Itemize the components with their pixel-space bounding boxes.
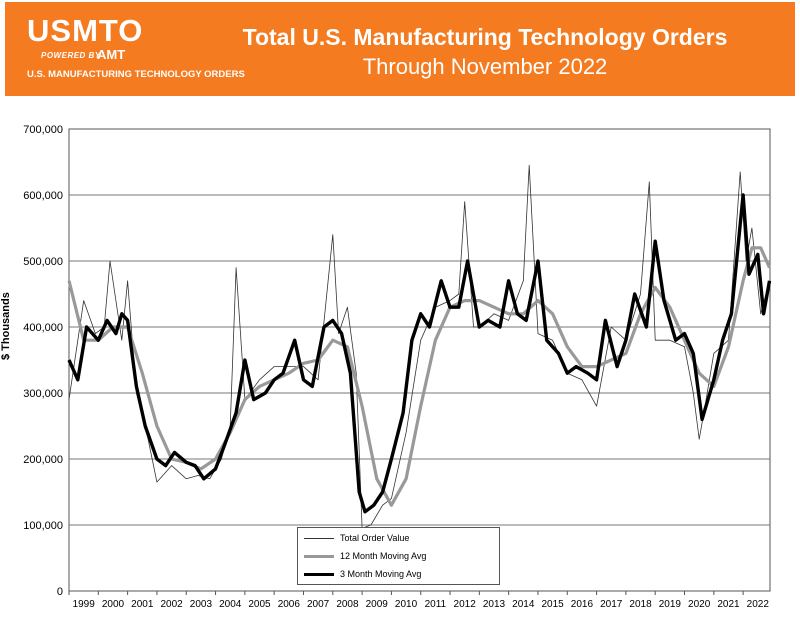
y-tick-label: 400,000	[23, 322, 63, 334]
x-tick-label: 2005	[248, 599, 271, 610]
header-banner	[5, 2, 795, 96]
x-tick-label: 1999	[73, 599, 96, 610]
y-tick-label: 700,000	[23, 124, 63, 136]
logo-powered-by: POWERED BY	[41, 51, 101, 60]
logo-subtitle: U.S. MANUFACTURING TECHNOLOGY ORDERS	[27, 69, 245, 80]
x-tick-label: 2010	[395, 599, 418, 610]
x-tick-label: 2022	[747, 599, 770, 610]
y-tick-label: 200,000	[23, 454, 63, 466]
y-tick-label: 300,000	[23, 388, 63, 400]
x-tick-label: 2015	[541, 599, 564, 610]
x-tick-label: 2017	[600, 599, 623, 610]
x-tick-label: 2016	[571, 599, 594, 610]
x-tick-label: 2014	[512, 599, 535, 610]
amt-logo: AMT	[97, 47, 126, 62]
x-tick-label: 2000	[102, 599, 125, 610]
chart-subtitle: Through November 2022	[362, 54, 608, 79]
x-tick-label: 2009	[366, 599, 389, 610]
plot-area	[68, 128, 771, 592]
series-total-order-value	[68, 164, 770, 529]
y-tick-label: 100,000	[23, 520, 63, 532]
x-tick-label: 2002	[160, 599, 183, 610]
chart-title: Total U.S. Manufacturing Technology Orde…	[242, 24, 728, 50]
x-tick-label: 2004	[219, 599, 242, 610]
series-3-month-moving-avg	[67, 193, 772, 514]
legend-item-total: Total Order Value	[304, 532, 409, 544]
x-tick-label: 2021	[717, 599, 740, 610]
x-tick-label: 2013	[483, 599, 506, 610]
y-tick-label: 500,000	[23, 256, 63, 268]
y-tick-label: 0	[57, 586, 63, 598]
legend-swatch-3mo	[304, 572, 334, 576]
x-tick-label: 2011	[425, 599, 447, 610]
legend-swatch-total	[304, 537, 334, 539]
x-tick-label: 2020	[688, 599, 711, 610]
x-tick-label: 2003	[190, 599, 213, 610]
chart-legend: Total Order Value 12 Month Moving Avg 3 …	[297, 527, 500, 585]
x-tick-label: 2008	[336, 599, 359, 610]
x-tick-label: 2007	[307, 599, 330, 610]
legend-label-total: Total Order Value	[340, 533, 410, 543]
usmto-logo: USMTO	[27, 13, 144, 48]
x-tick-label: 2018	[629, 599, 652, 610]
legend-label-12mo: 12 Month Moving Avg	[340, 551, 427, 561]
legend-item-3mo: 3 Month Moving Avg	[304, 568, 421, 580]
legend-item-12mo: 12 Month Moving Avg	[304, 550, 426, 562]
x-tick-label: 2019	[659, 599, 682, 610]
legend-swatch-12mo	[304, 554, 334, 558]
x-tick-label: 2006	[278, 599, 301, 610]
legend-label-3mo: 3 Month Moving Avg	[340, 569, 422, 579]
x-tick-label: 2012	[454, 599, 477, 610]
y-axis-label: $ Thousands	[0, 292, 12, 360]
y-tick-label: 600,000	[23, 190, 63, 202]
x-tick-label: 2001	[131, 599, 154, 610]
